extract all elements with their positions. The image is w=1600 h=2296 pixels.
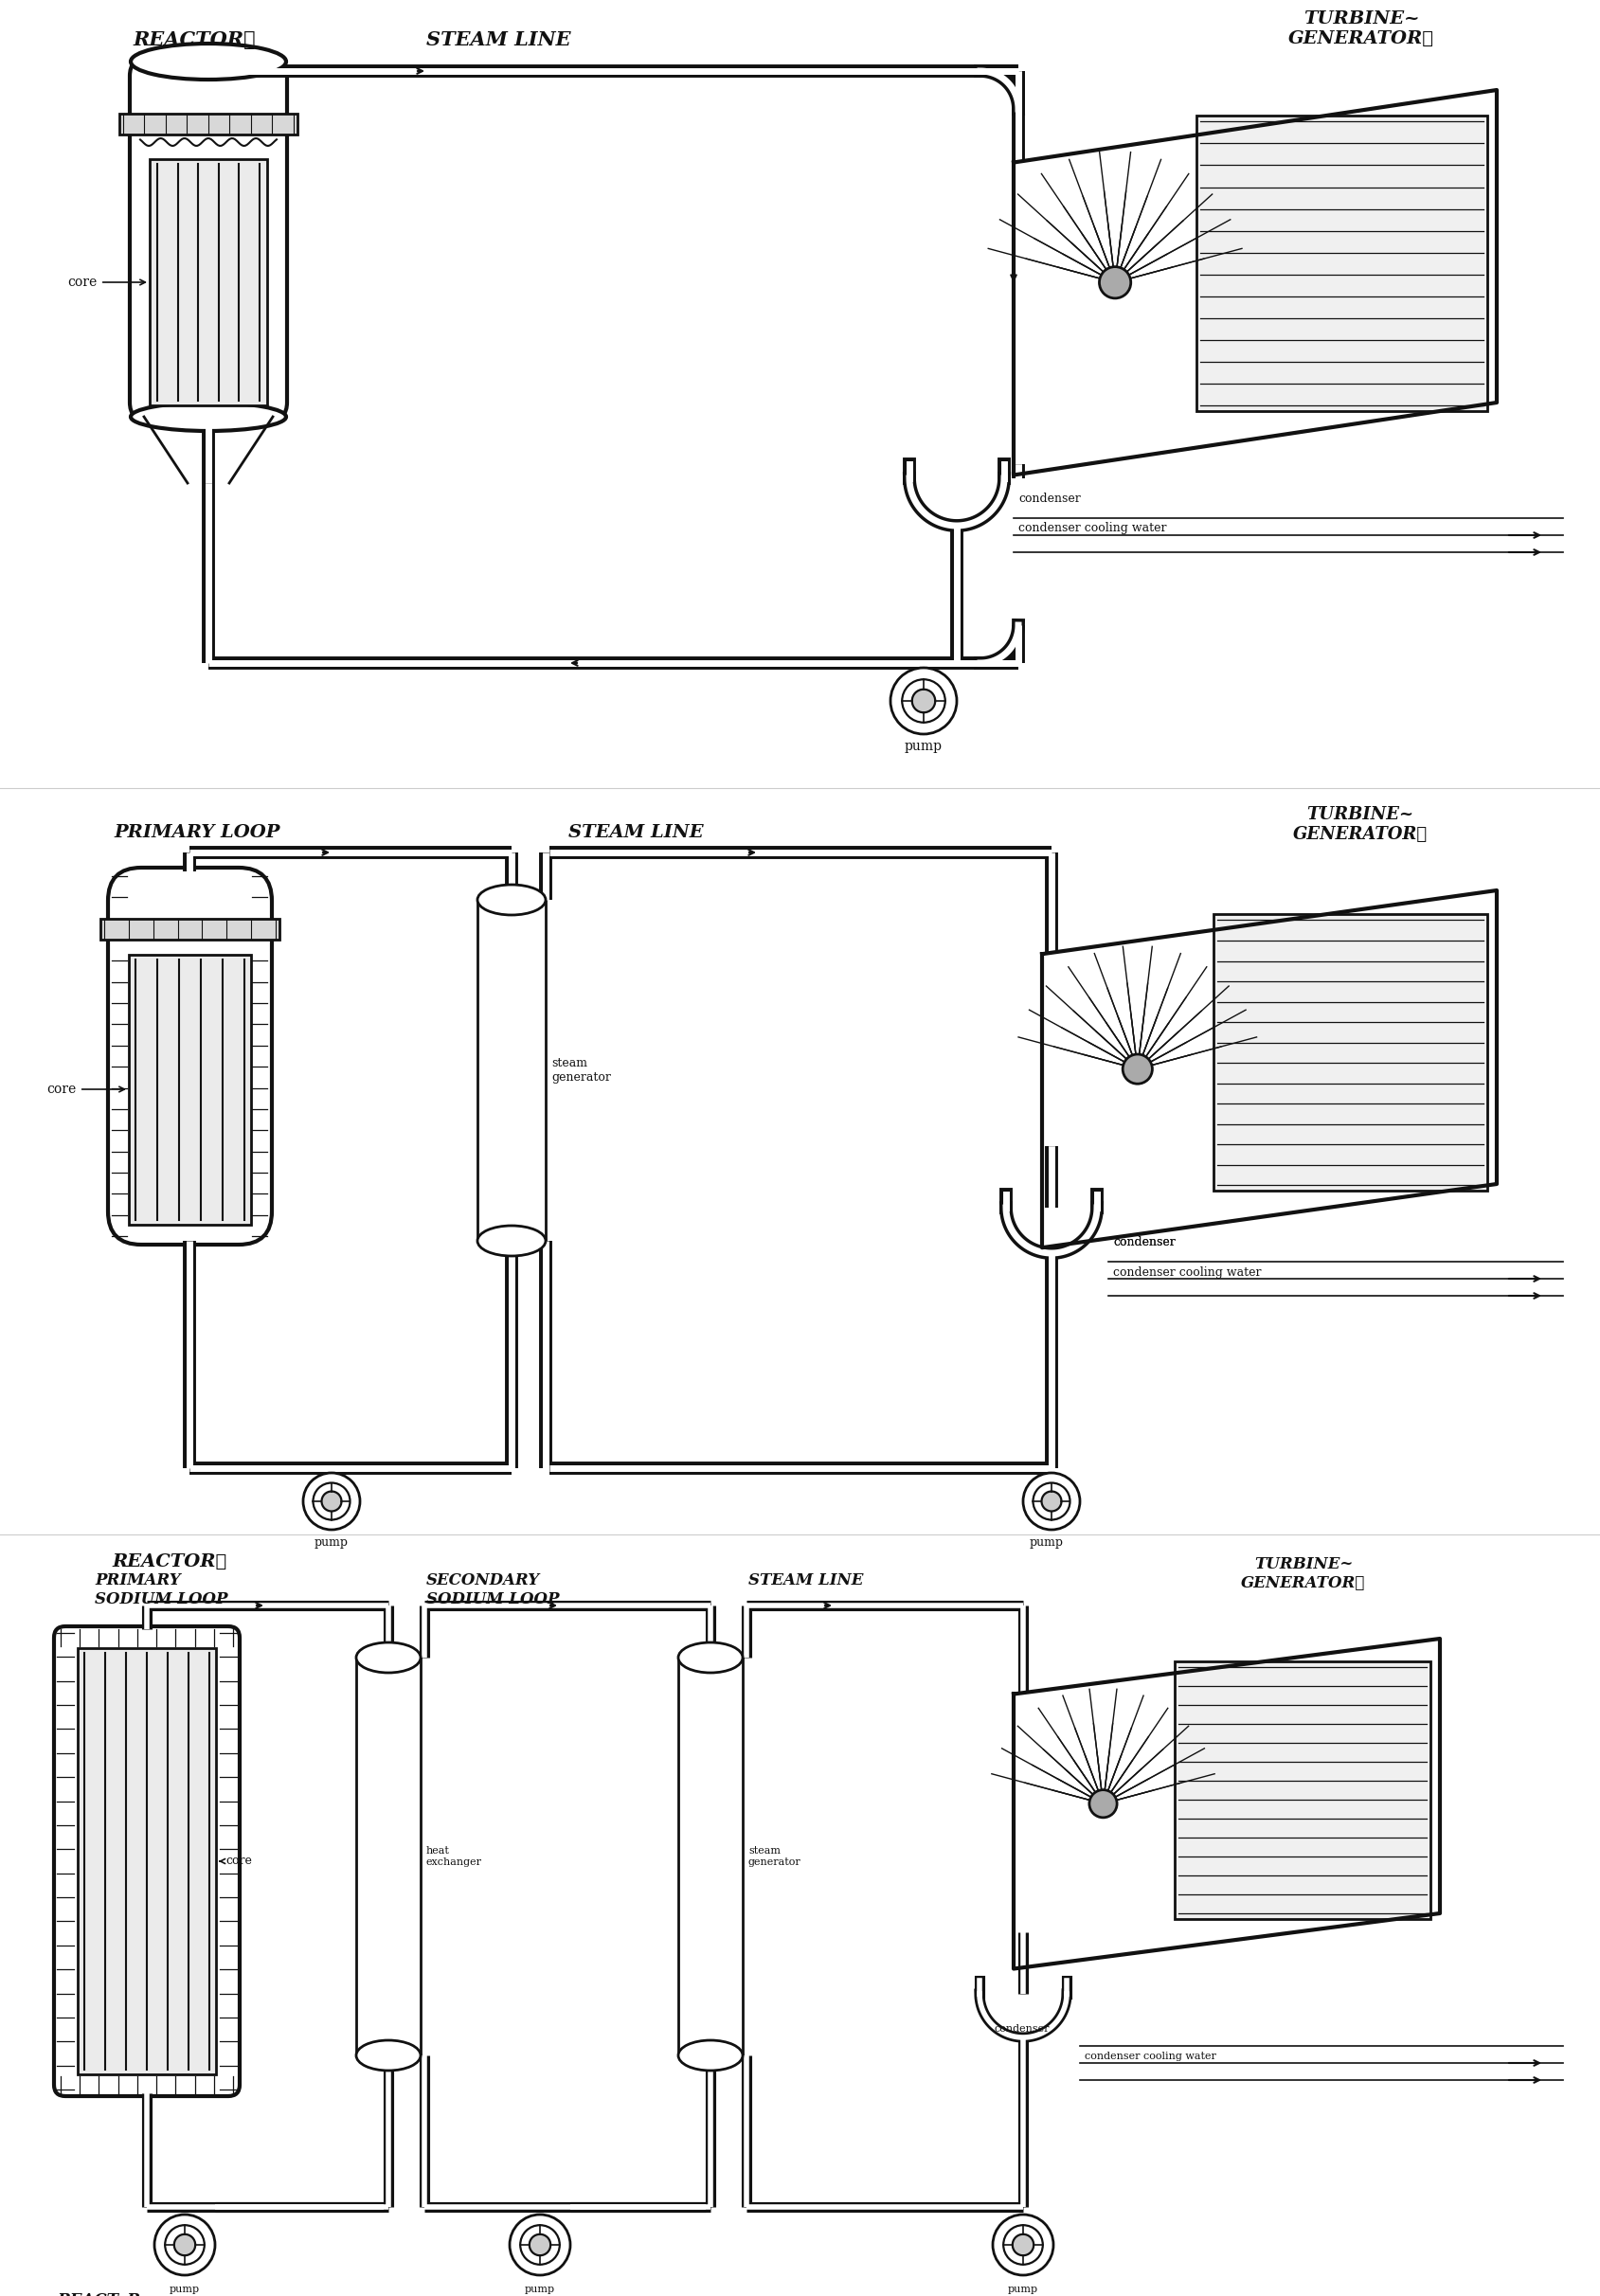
Polygon shape — [1014, 90, 1496, 475]
Circle shape — [1042, 1492, 1061, 1511]
Text: SECONDARY
SODIUM LOOP: SECONDARY SODIUM LOOP — [426, 1573, 560, 1607]
Bar — [1214, 914, 1488, 1192]
Circle shape — [1099, 266, 1131, 298]
Text: steam
generator: steam generator — [749, 1846, 802, 1867]
Circle shape — [1003, 2225, 1043, 2264]
Text: REACToR: REACToR — [58, 2291, 141, 2296]
Text: REACTOR☉: REACTOR☉ — [133, 30, 256, 48]
Ellipse shape — [678, 1642, 742, 1674]
Text: core: core — [219, 1855, 251, 1867]
Bar — [678, 1658, 742, 2055]
Polygon shape — [1014, 1639, 1440, 1968]
Text: condenser: condenser — [1114, 1235, 1176, 1249]
Text: STEAM LINE: STEAM LINE — [749, 1573, 864, 1589]
Text: REACTOR☉: REACTOR☉ — [112, 1554, 227, 1570]
Circle shape — [510, 2216, 570, 2275]
Ellipse shape — [131, 44, 286, 80]
Circle shape — [302, 1474, 360, 1529]
Text: STEAM LINE: STEAM LINE — [426, 30, 571, 48]
Circle shape — [992, 2216, 1053, 2275]
Bar — [101, 918, 280, 939]
Circle shape — [1123, 1054, 1152, 1084]
Text: pump: pump — [904, 739, 942, 753]
Text: PRIMARY LOOP: PRIMARY LOOP — [114, 824, 280, 840]
Bar — [78, 1649, 216, 2073]
FancyBboxPatch shape — [107, 868, 272, 1244]
Text: pump: pump — [315, 1536, 349, 1550]
Text: condenser cooling water: condenser cooling water — [1018, 523, 1166, 535]
Polygon shape — [1042, 891, 1496, 1247]
Bar — [477, 900, 546, 1240]
Circle shape — [165, 2225, 205, 2264]
Circle shape — [322, 1492, 341, 1511]
Bar — [1174, 1660, 1430, 1919]
Ellipse shape — [477, 884, 546, 916]
Text: condenser cooling water: condenser cooling water — [1114, 1265, 1261, 1279]
Bar — [120, 115, 298, 135]
Text: condenser: condenser — [1114, 1235, 1176, 1249]
Text: condenser cooling water: condenser cooling water — [1085, 2053, 1216, 2062]
Circle shape — [174, 2234, 195, 2255]
Ellipse shape — [678, 2041, 742, 2071]
Bar — [130, 955, 251, 1224]
Text: pump: pump — [1008, 2285, 1038, 2294]
Circle shape — [1090, 1791, 1117, 1818]
Bar — [357, 1658, 421, 2055]
Text: pump: pump — [170, 2285, 200, 2294]
Circle shape — [902, 680, 946, 723]
Text: core: core — [67, 276, 146, 289]
Ellipse shape — [477, 1226, 546, 1256]
Bar — [1197, 115, 1488, 411]
Text: TURBINE~
GENERATOR☉: TURBINE~ GENERATOR☉ — [1288, 11, 1435, 48]
Text: pump: pump — [525, 2285, 555, 2294]
FancyBboxPatch shape — [54, 1626, 240, 2096]
Text: PRIMARY
SODIUM LOOP: PRIMARY SODIUM LOOP — [94, 1573, 227, 1607]
Bar — [150, 158, 267, 406]
Ellipse shape — [357, 1642, 421, 1674]
Text: pump: pump — [1030, 1536, 1064, 1550]
Circle shape — [912, 689, 936, 712]
Circle shape — [314, 1483, 350, 1520]
Text: core: core — [46, 1084, 125, 1095]
Text: STEAM LINE: STEAM LINE — [568, 824, 704, 840]
Circle shape — [891, 668, 957, 735]
Circle shape — [155, 2216, 214, 2275]
Text: condenser: condenser — [1018, 494, 1080, 505]
Circle shape — [520, 2225, 560, 2264]
Circle shape — [1034, 1483, 1070, 1520]
Circle shape — [530, 2234, 550, 2255]
Text: TURBINE~
GENERATOR☉: TURBINE~ GENERATOR☉ — [1293, 806, 1427, 843]
FancyBboxPatch shape — [130, 60, 286, 420]
Text: steam
generator: steam generator — [552, 1056, 611, 1084]
Text: heat
exchanger: heat exchanger — [426, 1846, 482, 1867]
Text: TURBINE~
GENERATOR☉: TURBINE~ GENERATOR☉ — [1242, 1557, 1366, 1591]
Circle shape — [1022, 1474, 1080, 1529]
Text: condenser: condenser — [995, 2025, 1050, 2034]
Circle shape — [1013, 2234, 1034, 2255]
Ellipse shape — [131, 402, 286, 432]
Ellipse shape — [357, 2041, 421, 2071]
